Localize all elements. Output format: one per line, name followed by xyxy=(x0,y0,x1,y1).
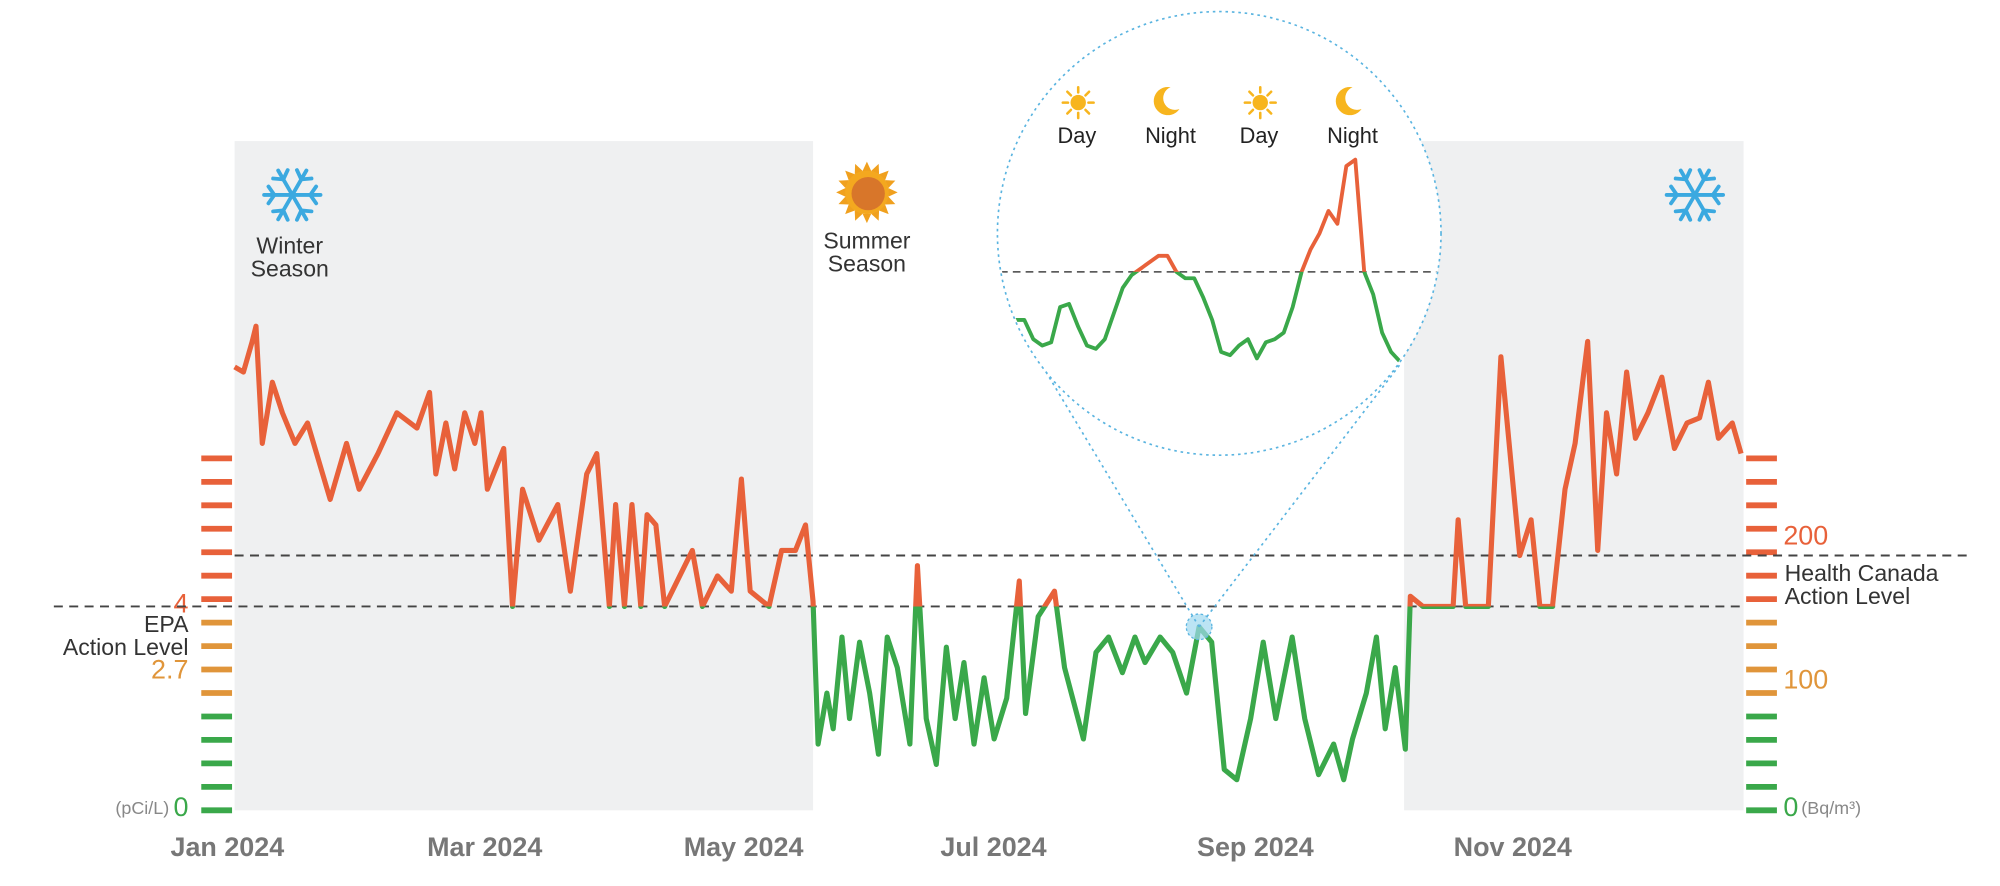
y2-tick-label: 100 xyxy=(1783,665,1828,695)
day-ray xyxy=(1066,108,1073,115)
day-ray xyxy=(1066,90,1073,97)
snowflake-arm xyxy=(290,193,309,222)
snowflake-branch xyxy=(1683,168,1693,182)
day-disc xyxy=(1070,94,1086,111)
snowflake-arm xyxy=(1692,168,1711,197)
inset: Day Night Day Night xyxy=(996,10,1442,457)
y-tick-label: 2.7 xyxy=(151,655,188,685)
y2-tick-label: 200 xyxy=(1783,521,1828,551)
snowflake-branch xyxy=(299,176,314,182)
sun-ray xyxy=(888,188,898,197)
radon-line-above xyxy=(233,323,1744,607)
radon-line-below xyxy=(509,606,1556,783)
season-label: Season xyxy=(251,256,329,282)
day-ray xyxy=(1084,108,1091,115)
sun-ray xyxy=(878,204,889,215)
snowflake-branch xyxy=(1710,193,1721,206)
sun-icon xyxy=(836,161,898,224)
snowflake-icon xyxy=(262,168,323,222)
night-icon xyxy=(1153,86,1180,116)
reference-label: Action Level xyxy=(1785,583,1911,609)
snowflake-arm xyxy=(1678,193,1697,222)
snowflake-arm xyxy=(1692,193,1711,222)
inset-label: Day xyxy=(1240,123,1279,148)
x-tick-label: Sep 2024 xyxy=(1197,832,1314,862)
sun-ray xyxy=(836,188,846,197)
snowflake-branch xyxy=(308,193,319,206)
focus-marker xyxy=(1185,613,1213,641)
sun-ray xyxy=(845,170,855,181)
inset-circle xyxy=(996,10,1442,457)
reference-label: EPA xyxy=(144,611,189,637)
inset-plot xyxy=(1000,157,1440,363)
season-label: Season xyxy=(828,251,906,277)
sun-core xyxy=(851,176,885,211)
y-tick-label: 4 xyxy=(173,588,188,618)
y-unit: (pCi/L) xyxy=(115,798,169,818)
night-icon xyxy=(1335,86,1362,116)
x-tick-label: Nov 2024 xyxy=(1454,832,1572,862)
y-tick-label: 0 xyxy=(173,792,188,822)
reference-label: Action Level xyxy=(63,634,189,660)
x-tick-label: Mar 2024 xyxy=(427,832,542,862)
inset-label: Night xyxy=(1145,123,1196,148)
day-ray xyxy=(1266,108,1273,115)
x-tick-label: May 2024 xyxy=(684,832,804,862)
day-ray xyxy=(1266,90,1273,97)
snowflake-branch xyxy=(1697,208,1706,222)
snowflake-branch xyxy=(1701,176,1716,182)
snowflake-icon xyxy=(1664,168,1726,222)
snowflake-branch xyxy=(271,208,286,214)
reference-label: Health Canada xyxy=(1785,560,1939,586)
inset-above xyxy=(1015,157,1402,272)
inset-label: Night xyxy=(1327,123,1378,148)
snowflake-arm xyxy=(276,193,295,222)
inset-label: Day xyxy=(1058,123,1097,148)
day-icon xyxy=(1061,85,1095,120)
x-tick-label: Jul 2024 xyxy=(940,832,1046,862)
sun-ray xyxy=(845,204,855,215)
snowflake-arm xyxy=(1678,168,1697,197)
sun-ray xyxy=(878,170,889,181)
day-icon xyxy=(1243,85,1277,120)
season-band xyxy=(234,141,814,811)
season-band xyxy=(1404,141,1744,811)
inset-line-above xyxy=(1015,157,1402,272)
snowflake-arm xyxy=(290,168,309,197)
snowflake-branch xyxy=(1669,184,1679,197)
snowflake-branch xyxy=(1673,208,1688,214)
sun-ray xyxy=(862,161,872,171)
day-disc xyxy=(1252,94,1268,111)
snowflake-branch xyxy=(295,208,304,222)
snowflake-branch xyxy=(281,168,290,182)
x-tick-label: Jan 2024 xyxy=(171,832,285,862)
season-label: Summer xyxy=(823,227,910,253)
snowflake-branch xyxy=(266,184,277,197)
snowflake-arm xyxy=(276,168,295,197)
day-ray xyxy=(1248,90,1255,97)
season-label: Winter xyxy=(256,233,323,259)
sun-ray xyxy=(862,213,872,224)
zoom-cone xyxy=(1015,322,1200,628)
y2-unit: (Bq/m³) xyxy=(1801,798,1861,818)
y2-tick-label: 0 xyxy=(1783,792,1798,822)
inset-below xyxy=(1015,271,1402,363)
inset-line-below xyxy=(1015,271,1402,363)
zoom-cone xyxy=(1198,362,1402,628)
day-ray xyxy=(1248,108,1255,115)
day-ray xyxy=(1084,90,1091,97)
